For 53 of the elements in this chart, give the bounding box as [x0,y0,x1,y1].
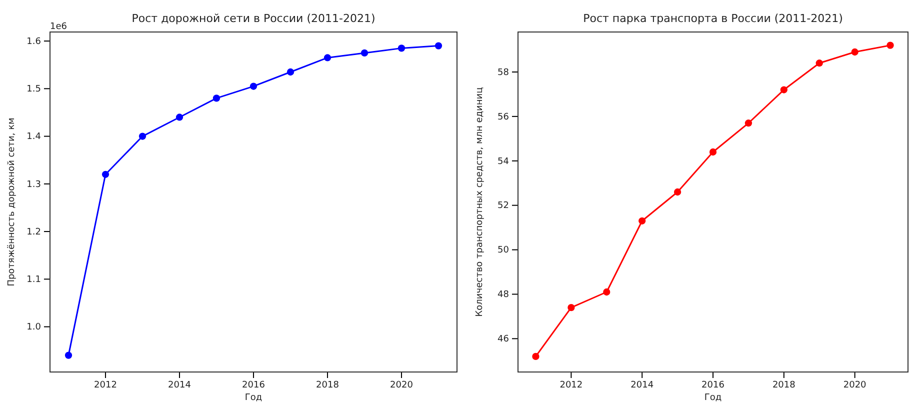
text: 1e6 [50,22,68,32]
y-tick-label: 1.0 [26,322,42,333]
x-tick-label: 2018 [316,380,340,390]
point [212,94,220,102]
y-tick-label: 48 [498,290,510,300]
point [532,352,540,360]
x-tick-label: 2020 [843,380,867,390]
x-tick-label: 2016 [702,380,725,390]
point [324,54,332,62]
point [434,42,442,50]
x-tick-label: 2016 [242,380,266,390]
y-tick-label: 1.2 [26,227,41,238]
point [780,86,788,94]
point [360,49,368,57]
point [176,114,184,121]
point [744,120,752,127]
point [709,148,717,156]
x-tick-label: 2012 [94,380,117,390]
point [816,60,823,67]
x-axis-title: Год [244,393,262,403]
x-axis-title: Год [704,393,722,403]
point [638,217,646,224]
x-tick-label: 2014 [630,380,654,390]
x-tick-label: 2012 [560,380,583,390]
y-tick-label: 46 [498,334,510,345]
chart-title: Рост дорожной сети в России (2011-2021) [132,12,376,25]
y-tick-label: 52 [498,201,509,212]
y-tick-label: 1.5 [26,84,41,95]
y-tick-label: 56 [498,112,510,122]
point [138,132,146,140]
x-tick-label: 2020 [390,380,414,390]
chart-title: Рост парка транспорта в России (2011-2021) [583,12,843,25]
x-tick-label: 2014 [168,380,192,390]
y-tick-label: 58 [498,68,510,78]
point [64,352,72,359]
point [851,48,858,56]
y-axis-title: Количество транспортных средств, млн единиц [475,87,485,317]
y-tick-label: 50 [498,246,510,256]
y-axis-title: Протяжённость дорожной сети, км [7,118,17,286]
point [886,42,894,49]
point [603,288,610,296]
y-tick-label: 1.4 [26,132,42,142]
y-tick-label: 54 [498,156,510,167]
y-tick-label: 1.1 [26,275,41,286]
point [286,68,294,76]
x-tick-label: 2018 [772,380,796,390]
point [398,44,406,52]
point [568,304,575,312]
y-tick-label: 1.6 [26,36,42,47]
point [250,82,258,90]
point [102,170,110,178]
point [674,188,682,196]
y-tick-label: 1.3 [26,180,41,190]
